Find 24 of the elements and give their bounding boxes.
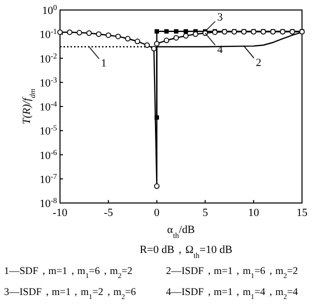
x-tick-label: 10: [248, 207, 260, 219]
x-tick-label: 0: [154, 207, 160, 219]
annotation: 2: [256, 57, 262, 70]
text: 2—ISDF，m=1，m$_{1}$=6，m$_{2}$=2: [166, 266, 298, 280]
y-tick-label: 10$^{-4}$: [40, 99, 58, 114]
text: 1—SDF，m=1，m$_{1}$=6，m$_{2}$=2: [4, 266, 132, 280]
text: 4—ISDF，m=1，m$_{1}$=4，m$_{2}$=4: [166, 287, 298, 301]
annotation: 1: [101, 58, 107, 70]
x-tick-label: -10: [52, 207, 68, 219]
y-tick-label: 10$^{-3}$: [40, 74, 58, 90]
x-tick-label: -5: [104, 207, 114, 219]
y-tick-label: 10$^{-8}$: [40, 196, 58, 210]
y-tick-label: 10$^{-1}$: [40, 26, 58, 42]
y-tick-label: 10$^{-2}$: [40, 50, 58, 66]
text: R=0 dB，Ω$_{th}$=10 dB: [140, 244, 232, 260]
x-tick-label: 5: [202, 207, 208, 219]
y-tick-label: 10$^{0}$: [42, 2, 58, 17]
text: 3—ISDF，m=1，m$_{1}$=2，m$_{2}$=6: [4, 287, 136, 301]
annotation: 3: [217, 11, 224, 24]
y-tick-label: 10$^{-5}$: [40, 123, 58, 138]
x-axis-title: α$_{th}$/dB: [167, 224, 195, 240]
y-tick-label: 10$^{-6}$: [40, 147, 58, 162]
y-tick-label: 10$^{-7}$: [40, 171, 58, 186]
x-tick-label: 15: [296, 207, 308, 219]
